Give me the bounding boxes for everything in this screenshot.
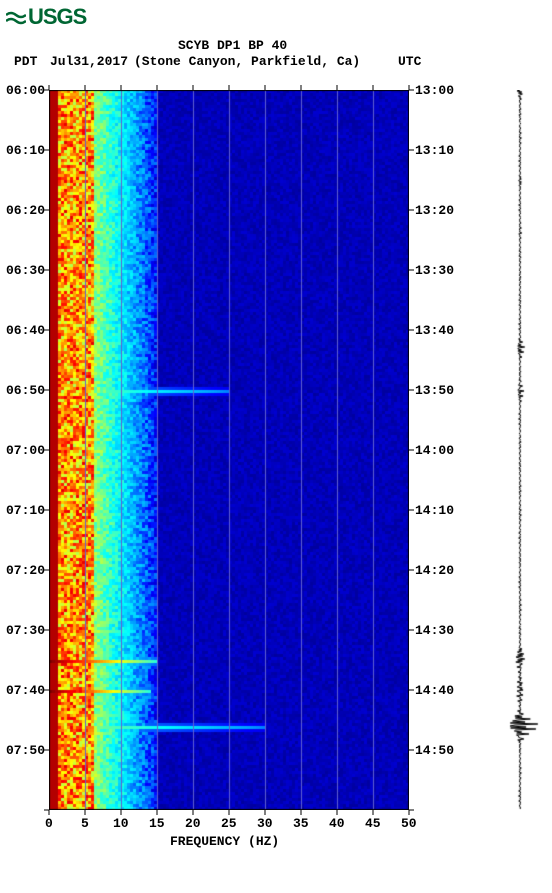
tick-marks [0, 0, 552, 893]
